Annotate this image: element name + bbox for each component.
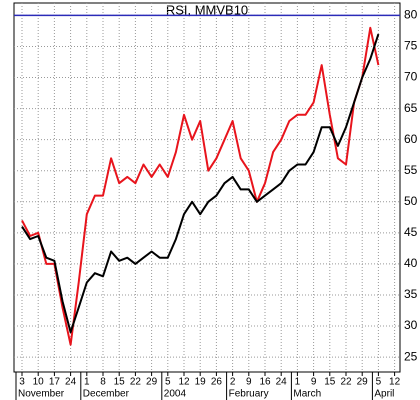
x-tick-label: 9 bbox=[311, 377, 317, 388]
y-tick-label: 55 bbox=[404, 163, 418, 177]
y-tick-label: 30 bbox=[404, 318, 418, 332]
x-tick-label: 17 bbox=[49, 377, 61, 388]
y-tick-label: 65 bbox=[404, 101, 418, 115]
y-tick-label: 80 bbox=[404, 8, 418, 22]
series-line bbox=[21, 26, 380, 346]
x-tick-label: 15 bbox=[324, 377, 336, 388]
series-line bbox=[21, 33, 380, 334]
x-tick-label: 2 bbox=[230, 377, 236, 388]
x-tick-label: 19 bbox=[195, 377, 207, 388]
x-tick-label: 29 bbox=[146, 377, 158, 388]
y-tick-label: 40 bbox=[404, 256, 418, 270]
x-tick-label: 26 bbox=[211, 377, 223, 388]
y-tick-label: 50 bbox=[404, 194, 418, 208]
x-tick-label: 5 bbox=[376, 377, 382, 388]
plot-frame bbox=[13, 2, 401, 373]
x-tick-label: 29 bbox=[357, 377, 369, 388]
x-tick-label: 10 bbox=[33, 377, 45, 388]
x-tick-label: 9 bbox=[246, 377, 252, 388]
x-tick-label: 12 bbox=[178, 377, 190, 388]
y-tick-label: 75 bbox=[404, 39, 418, 53]
x-tick-label: 1 bbox=[295, 377, 301, 388]
chart-title: RSI, MMVB10 bbox=[166, 2, 248, 17]
y-tick-label: 45 bbox=[404, 225, 418, 239]
month-label: December bbox=[83, 389, 130, 400]
x-tick-label: 24 bbox=[65, 377, 77, 388]
x-tick-label: 22 bbox=[340, 377, 352, 388]
x-tick-label: 1 bbox=[84, 377, 90, 388]
x-tick-label: 8 bbox=[100, 377, 106, 388]
month-label: February bbox=[229, 389, 269, 400]
month-label: November bbox=[18, 389, 65, 400]
x-tick-label: 5 bbox=[165, 377, 171, 388]
x-tick-label: 3 bbox=[19, 377, 25, 388]
x-tick-label: 22 bbox=[130, 377, 142, 388]
y-tick-label: 25 bbox=[404, 349, 418, 363]
x-tick-label: 15 bbox=[114, 377, 126, 388]
y-tick-label: 70 bbox=[404, 70, 418, 84]
x-tick-label: 16 bbox=[259, 377, 271, 388]
x-tick-label: 12 bbox=[389, 377, 401, 388]
y-tick-label: 60 bbox=[404, 132, 418, 146]
month-label: March bbox=[293, 389, 321, 400]
month-label: April bbox=[374, 389, 394, 400]
x-tick-label: 24 bbox=[276, 377, 288, 388]
month-label: 2004 bbox=[164, 389, 187, 400]
y-tick-label: 35 bbox=[404, 287, 418, 301]
